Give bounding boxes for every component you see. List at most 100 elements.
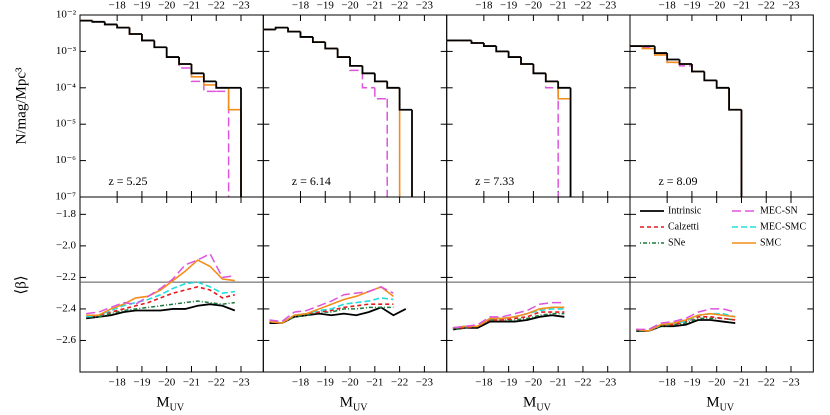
histogram-step [153,40,167,49]
histogram-step [653,48,668,56]
histogram-step [336,48,351,58]
histogram-step [374,73,388,83]
legend-label: MEC-SN [760,205,798,216]
y-tick-label: −2.0 [56,239,76,251]
x-tick-label: −22 [574,377,591,389]
histogram-step [666,53,680,61]
x-tick-label: −21 [183,0,200,12]
x-tick-label: −19 [683,377,701,389]
x-tick-label: −21 [733,377,750,389]
histogram-step [299,31,313,38]
y-tick-label: 10⁻⁷ [55,191,76,203]
series-line [269,306,394,324]
x-tick-label: −18 [475,377,493,389]
x-tick-label: −22 [391,377,408,389]
x-tick-label: −18 [292,0,310,12]
y-axis-label: ⟨β⟩ [13,275,29,294]
histogram-step [274,26,289,30]
histogram-step [311,36,326,44]
x-tick-label: −20 [708,0,726,12]
x-tick-label: −23 [416,0,434,12]
histogram-step [374,87,388,100]
panel-frame [446,196,631,373]
histogram-step [691,64,705,73]
x-tick-label: −23 [232,0,250,12]
series-line [86,252,235,315]
x-tick-label: −21 [733,0,750,12]
x-axis-label: M [156,394,169,410]
histogram-step [715,80,730,89]
histogram-step [386,81,400,89]
series-line [452,306,565,329]
histogram-step [495,46,509,53]
x-tick-label: −23 [599,377,617,389]
x-tick-label: −20 [158,0,176,12]
x-tick-label: −22 [208,377,225,389]
x-axis-label: M [340,394,353,410]
histogram-step [715,80,730,89]
x-tick-label: −20 [341,0,359,12]
histogram-step [190,67,204,83]
x-tick-label: −23 [599,0,617,12]
histogram-step [703,71,717,82]
histogram-step [116,24,130,29]
x-tick-label: −20 [158,377,176,389]
y-tick-label: 10⁻⁵ [55,118,76,130]
x-axis-label: M [523,394,536,410]
x-axis-label-sub: UV [353,402,368,413]
histogram-step [520,57,534,65]
histogram-step [728,87,742,111]
x-tick-label: −19 [683,0,701,12]
histogram-step [544,73,559,83]
panel-frame [629,196,814,373]
histogram-step [287,27,301,33]
x-tick-label: −18 [109,0,127,12]
x-tick-label: −19 [133,0,151,12]
x-tick-label: −22 [391,0,408,12]
histogram-step [520,57,534,65]
legend-label: MEC-SMC [760,221,806,232]
x-tick-label: −20 [708,377,726,389]
x-tick-label: −19 [500,377,518,389]
legend-label: Calzetti [668,221,699,232]
x-tick-label: −19 [500,0,518,12]
x-tick-label: −22 [574,0,591,12]
histogram-step [544,73,559,83]
histogram-step [482,43,497,47]
series-line [452,311,565,329]
histogram-step [507,51,522,58]
histogram-step [398,87,413,111]
x-tick-label: −20 [525,0,543,12]
legend-label: Intrinsic [668,205,702,216]
histogram-step [653,46,668,54]
histogram-step [178,57,192,65]
histogram-step [532,64,546,75]
x-tick-label: −19 [317,0,335,12]
histogram-step [703,71,717,82]
histogram-step [324,42,338,50]
panel-frame [79,14,264,198]
histogram-step [678,59,692,65]
panel-frame [79,196,264,373]
histogram-step [128,27,142,35]
histogram-step [178,57,192,69]
histogram-step [361,65,375,75]
x-axis-label-sub: UV [536,402,551,413]
x-tick-label: −23 [782,377,800,389]
histogram-step [324,42,338,50]
series-line [636,308,736,331]
histogram-step [227,87,242,111]
histogram-step [691,64,705,73]
histogram-step [128,27,142,35]
series-line [269,286,394,323]
annotation: z = 8.09 [658,174,697,188]
histogram-step [532,64,546,75]
y-axis-label: N/mag/Mpc³ [13,67,29,144]
legend-label: SMC [760,237,781,248]
annotation: z = 5.25 [108,174,147,188]
series-line [636,312,736,332]
x-tick-label: −21 [183,377,200,389]
x-tick-label: −19 [133,377,151,389]
panel-frame [262,196,448,373]
series-line [86,300,235,318]
